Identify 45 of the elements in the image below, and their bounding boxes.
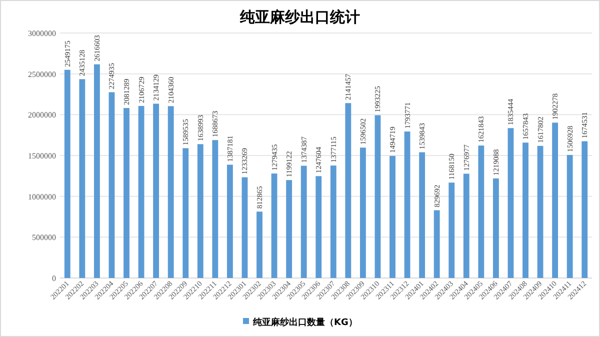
y-tick-label: 3000000	[28, 29, 56, 38]
bar	[448, 182, 455, 278]
bar	[182, 148, 189, 278]
bar	[434, 210, 440, 278]
y-tick-label: 500000	[32, 233, 56, 242]
bar	[168, 106, 174, 278]
bar	[522, 142, 528, 278]
bar	[197, 144, 204, 278]
bar	[108, 92, 115, 278]
bar	[212, 140, 218, 278]
y-tick-label: 1000000	[28, 192, 56, 202]
bar	[271, 174, 278, 278]
bar	[463, 174, 470, 278]
bar	[492, 178, 499, 278]
bar	[508, 128, 514, 278]
bar	[345, 103, 352, 278]
bar	[64, 70, 70, 278]
legend-label: 纯亚麻纱出口数量（KG）	[252, 317, 358, 328]
bar	[94, 64, 100, 278]
bar	[419, 152, 426, 278]
bar	[582, 141, 588, 278]
bar	[300, 166, 307, 278]
bar	[537, 146, 544, 278]
bar	[552, 122, 558, 278]
bar	[286, 180, 292, 278]
bar	[404, 132, 410, 278]
bar	[316, 176, 322, 278]
bar	[374, 115, 381, 278]
bar	[79, 79, 86, 278]
bar	[226, 164, 233, 278]
chart-title: 纯亚麻纱出口统计	[239, 8, 360, 26]
bar	[390, 156, 396, 278]
y-tick-label: 2500000	[28, 70, 56, 79]
bar	[153, 104, 160, 278]
bar	[360, 148, 366, 278]
bar	[124, 108, 130, 278]
y-tick-label: 2000000	[28, 110, 56, 120]
bar	[256, 212, 262, 278]
y-tick-label: 1500000	[28, 152, 56, 160]
bar	[242, 177, 248, 278]
bar	[138, 106, 144, 278]
bar	[478, 146, 484, 278]
y-tick-label: 0	[52, 274, 56, 283]
bar	[566, 154, 573, 278]
bar	[330, 166, 336, 278]
